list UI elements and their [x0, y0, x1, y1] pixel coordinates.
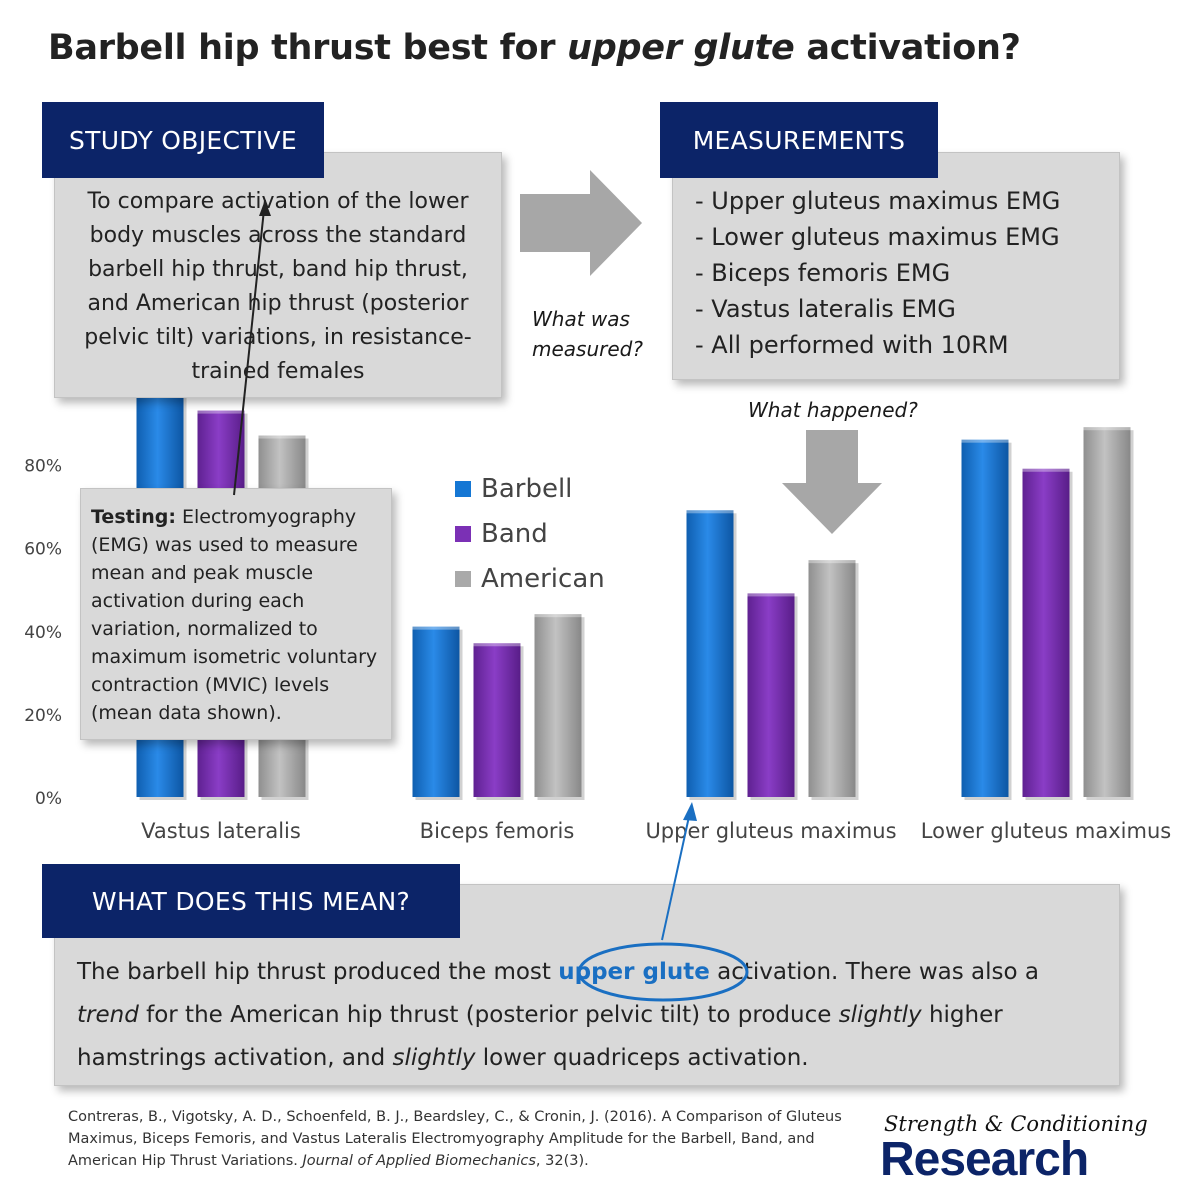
bar-barbell — [686, 510, 737, 800]
list-item: - All performed with 10RM — [695, 331, 1009, 359]
legend-label: Barbell — [481, 474, 573, 504]
pointer-line — [233, 200, 271, 496]
bar-band — [1022, 468, 1073, 800]
testing-box: Testing: Electromyography (EMG) was used… — [80, 488, 392, 740]
measurements-heading: MEASUREMENTS — [660, 102, 938, 178]
callout-arrow-line — [661, 811, 691, 941]
right-arrow-icon — [520, 170, 642, 276]
what-was-measured-note-line1: What was — [532, 307, 630, 331]
x-tick-label: Vastus lateralis — [141, 819, 301, 843]
callout-overlay — [577, 802, 749, 1002]
objective-box: To compare activation of the lower body … — [54, 152, 502, 398]
bar-band — [473, 643, 524, 800]
bar-band — [747, 593, 798, 800]
measurements-list: - Upper gluteus maximus EMG - Lower glut… — [695, 183, 1060, 363]
measurements-box: - Upper gluteus maximus EMG - Lower glut… — [672, 152, 1120, 380]
objective-heading: STUDY OBJECTIVE — [42, 102, 324, 178]
legend-swatch-band — [455, 526, 471, 542]
meaning-text: The barbell hip thrust produced the most… — [77, 959, 1040, 1071]
bar-barbell — [412, 626, 463, 800]
list-item: - Biceps femoris EMG — [695, 259, 951, 287]
bar-american — [534, 614, 585, 800]
what-was-measured-note-line2: measured? — [532, 337, 643, 361]
y-tick-label: 40% — [24, 623, 62, 643]
legend-label: Band — [481, 519, 548, 549]
down-arrow-icon — [782, 430, 882, 534]
bar-barbell — [961, 439, 1012, 800]
brand-tagline: Strength & Conditioning — [884, 1112, 1148, 1136]
legend-label: American — [481, 564, 605, 594]
x-tick-label: Biceps femoris — [420, 819, 575, 843]
list-item: - Upper gluteus maximus EMG — [695, 187, 1061, 215]
highlight-ellipse — [577, 942, 749, 1002]
brand-logo-text: Research — [880, 1133, 1089, 1186]
legend-item-barbell: Barbell — [455, 474, 572, 504]
y-tick-label: 0% — [35, 789, 62, 809]
callout-arrowhead-icon — [683, 802, 697, 821]
page-title: Barbell hip thrust best for upper glute … — [48, 28, 1021, 68]
what-happened-note: What happened? — [748, 398, 918, 422]
bar-american — [1083, 427, 1134, 800]
list-item: - Lower gluteus maximus EMG — [695, 223, 1060, 251]
meaning-heading: WHAT DOES THIS MEAN? — [42, 864, 460, 938]
y-tick-label: 80% — [24, 457, 62, 477]
legend-swatch-barbell — [455, 481, 471, 497]
legend-swatch-american — [455, 571, 471, 587]
x-tick-label: Lower gluteus maximus — [921, 819, 1171, 843]
legend-item-american: American — [455, 564, 605, 594]
citation: Contreras, B., Vigotsky, A. D., Schoenfe… — [68, 1109, 842, 1169]
bar-american — [808, 560, 859, 800]
y-tick-label: 20% — [24, 706, 62, 726]
list-item: - Vastus lateralis EMG — [695, 295, 956, 323]
y-tick-label: 60% — [24, 540, 62, 560]
legend-item-band: Band — [455, 519, 548, 549]
objective-text: To compare activation of the lower body … — [84, 189, 472, 384]
testing-text: Testing: Electromyography (EMG) was used… — [91, 506, 378, 724]
